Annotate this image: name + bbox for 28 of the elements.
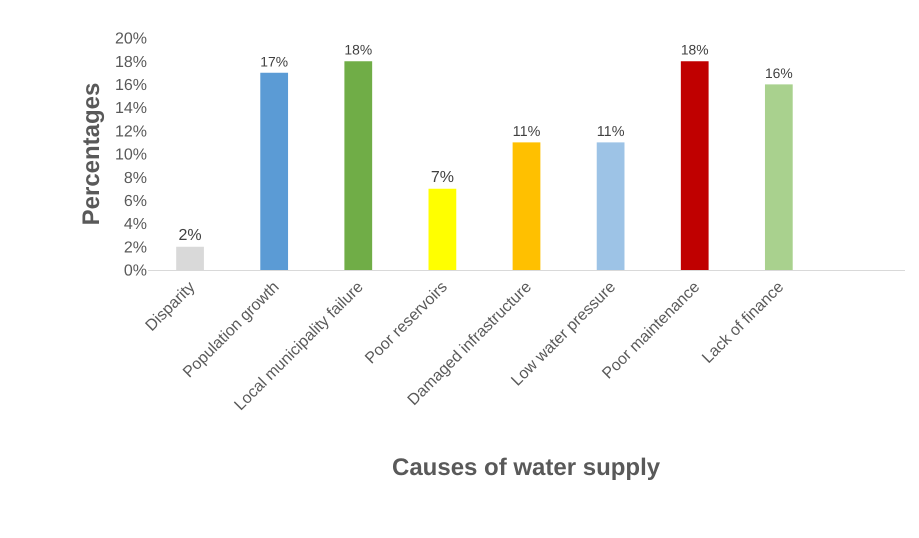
bar [512, 142, 540, 270]
bar [596, 142, 624, 270]
data-label: 18% [344, 42, 372, 58]
bar [428, 188, 456, 270]
data-label: 11% [512, 124, 541, 140]
data-label: 17% [260, 53, 288, 70]
y-tick-label: 20% [114, 30, 147, 48]
data-label: 2% [178, 226, 202, 244]
bar [344, 61, 372, 270]
bar [764, 84, 793, 270]
y-tick-label: 0% [124, 262, 147, 280]
data-label: 11% [596, 124, 625, 140]
y-tick-label: 4% [124, 216, 147, 234]
y-tick-label: 8% [124, 170, 147, 187]
y-axis-title: Percentages [78, 82, 106, 226]
y-tick-label: 16% [114, 77, 147, 94]
data-label: 7% [430, 168, 454, 186]
y-tick-label: 14% [114, 100, 147, 118]
y-tick-label: 12% [114, 123, 147, 140]
bar [680, 61, 709, 270]
data-label: 18% [680, 42, 709, 58]
data-label: 16% [764, 64, 793, 81]
x-axis-title: Causes of water supply [392, 454, 661, 481]
y-tick-label: 18% [114, 54, 147, 71]
y-tick-label: 10% [114, 146, 147, 164]
y-tick-label: 2% [124, 239, 147, 256]
bar [260, 72, 288, 270]
y-tick-label: 6% [124, 193, 147, 210]
